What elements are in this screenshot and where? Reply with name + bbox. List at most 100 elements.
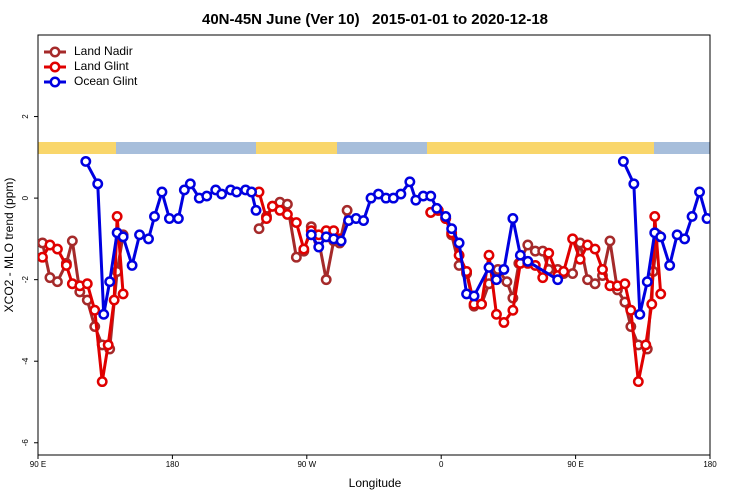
data-point bbox=[156, 186, 168, 198]
data-point bbox=[250, 204, 262, 216]
data-point bbox=[231, 186, 243, 198]
data-point bbox=[498, 264, 510, 275]
data-point bbox=[646, 298, 658, 310]
y-tick-label: 0 bbox=[21, 195, 30, 200]
data-point bbox=[358, 215, 369, 226]
data-point bbox=[664, 259, 676, 271]
data-point bbox=[80, 155, 92, 167]
data-point bbox=[104, 276, 116, 288]
y-axis-label: XCO2 - MLO trend (ppm) bbox=[2, 178, 16, 313]
data-point bbox=[320, 274, 332, 286]
y-tick-label: -2 bbox=[21, 276, 30, 284]
data-point bbox=[134, 229, 145, 241]
data-point bbox=[313, 241, 325, 253]
data-point bbox=[184, 178, 196, 190]
data-point bbox=[446, 223, 458, 235]
y-tick-label: 2 bbox=[21, 114, 30, 119]
data-point bbox=[679, 233, 691, 245]
data-point bbox=[640, 339, 652, 351]
data-point bbox=[558, 266, 570, 277]
data-point bbox=[102, 339, 114, 351]
data-point bbox=[655, 231, 667, 243]
data-point bbox=[51, 276, 63, 288]
data-point bbox=[491, 274, 502, 286]
data-point bbox=[66, 235, 78, 247]
data-point bbox=[632, 376, 644, 388]
data-point bbox=[483, 249, 495, 261]
data-point bbox=[552, 274, 564, 286]
data-point bbox=[701, 213, 710, 224]
data-point bbox=[522, 239, 534, 251]
legend-swatch-marker bbox=[49, 61, 61, 73]
x-axis-label: Longitude bbox=[349, 476, 402, 490]
data-point bbox=[589, 278, 601, 290]
data-point bbox=[476, 298, 487, 310]
data-point bbox=[305, 229, 317, 241]
data-point bbox=[163, 213, 175, 224]
data-point bbox=[108, 294, 120, 306]
data-point bbox=[567, 268, 579, 279]
data-point bbox=[507, 304, 519, 316]
data-point bbox=[178, 184, 190, 196]
data-point bbox=[634, 308, 646, 320]
data-point bbox=[89, 304, 101, 316]
data-point bbox=[501, 276, 513, 288]
data-point bbox=[92, 178, 104, 190]
data-point bbox=[617, 155, 629, 167]
data-point bbox=[625, 304, 637, 316]
x-tick-label: 0 bbox=[439, 460, 444, 469]
data-point bbox=[246, 186, 257, 198]
plot-area bbox=[38, 155, 710, 388]
y-tick-label: -6 bbox=[21, 439, 30, 447]
data-point bbox=[694, 186, 705, 198]
data-point bbox=[604, 235, 616, 247]
x-tick-label: 90 E bbox=[30, 460, 46, 469]
legend-swatch-marker bbox=[49, 46, 61, 58]
data-point bbox=[537, 272, 549, 284]
data-point bbox=[38, 251, 48, 263]
data-point bbox=[498, 317, 510, 328]
x-tick-label: 180 bbox=[166, 460, 180, 469]
data-point bbox=[507, 213, 519, 224]
data-point bbox=[483, 261, 495, 273]
data-point bbox=[298, 243, 310, 255]
land-ocean-strip bbox=[38, 142, 710, 154]
data-point bbox=[341, 204, 353, 216]
data-point bbox=[281, 198, 293, 210]
data-point bbox=[597, 264, 608, 275]
legend-swatch-marker bbox=[49, 76, 61, 88]
data-point bbox=[431, 202, 443, 214]
data-point bbox=[395, 188, 407, 200]
data-point bbox=[491, 308, 502, 320]
data-point bbox=[281, 208, 293, 220]
data-point bbox=[117, 231, 129, 243]
data-point bbox=[216, 188, 228, 200]
chart-title: 40N-45N June (Ver 10) 2015-01-01 to 2020… bbox=[202, 11, 548, 28]
data-point bbox=[201, 190, 213, 202]
data-point bbox=[453, 237, 465, 249]
data-point bbox=[543, 247, 555, 259]
data-point bbox=[628, 178, 640, 190]
data-point bbox=[60, 259, 72, 271]
data-point bbox=[589, 243, 601, 255]
data-point bbox=[440, 211, 452, 222]
data-point bbox=[686, 211, 698, 222]
data-point bbox=[619, 278, 631, 290]
x-tick-label: 180 bbox=[703, 460, 717, 469]
data-point bbox=[81, 278, 93, 290]
data-point bbox=[335, 235, 347, 247]
data-point bbox=[149, 211, 160, 222]
data-point bbox=[290, 217, 302, 229]
data-point bbox=[574, 253, 586, 265]
legend-label: Ocean Glint bbox=[74, 74, 138, 88]
data-point bbox=[117, 288, 129, 300]
x-tick-label: 90 E bbox=[567, 460, 583, 469]
data-point bbox=[404, 176, 416, 188]
data-point bbox=[649, 211, 661, 222]
data-point bbox=[253, 223, 265, 235]
data-point bbox=[425, 190, 437, 202]
data-point bbox=[290, 251, 302, 263]
data-point bbox=[126, 259, 138, 271]
data-point bbox=[655, 288, 667, 300]
